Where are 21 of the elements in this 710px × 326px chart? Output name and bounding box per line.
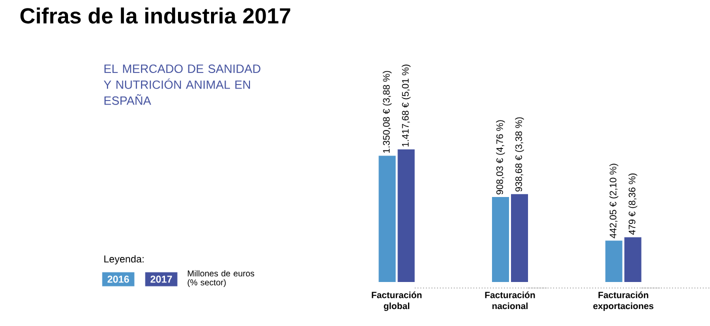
text: 2016 — [108, 276, 130, 283]
text: Millones de euros (% sector) — [188, 270, 254, 288]
x-tick-label: Facturación exportaciones — [593, 292, 654, 311]
bar — [624, 237, 642, 282]
text: 2017 — [150, 276, 172, 283]
data-label: 908,03 € (4,76 %) — [496, 120, 505, 194]
data-label: 938,68 € (3,38 %) — [515, 117, 524, 192]
bar — [492, 197, 510, 282]
x-tick-label: Facturación nacional — [485, 292, 535, 310]
bar — [605, 240, 622, 282]
legend-title: Leyenda: — [104, 255, 144, 264]
x-tick-label: Facturación global — [372, 292, 422, 311]
bar — [511, 194, 528, 282]
bar — [398, 149, 415, 282]
text: Cifras de la industria 2017 — [20, 8, 290, 24]
data-label: 442,05 € (2,10 %) — [609, 164, 618, 238]
data-label: 479 € (8,36 %) — [628, 174, 638, 235]
text: EL MERCADO DE SANIDAD Y NUTRICIÓN ANIMAL EN ESPAÑA — [104, 64, 260, 105]
data-label: 1.417,68 € (5,01 %) — [402, 64, 411, 146]
bar — [378, 156, 396, 282]
data-label: 1.350,08 € (3,88 %) — [382, 70, 392, 153]
